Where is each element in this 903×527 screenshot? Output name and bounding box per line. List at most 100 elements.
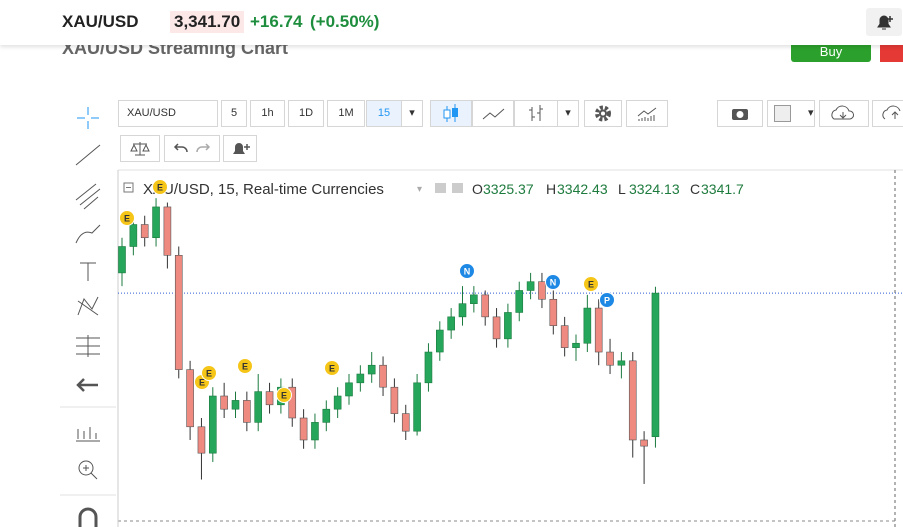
color-dropdown[interactable]: ▾ (767, 100, 815, 127)
cloud-icon (831, 105, 854, 120)
event-label: E (588, 280, 594, 290)
crosshair-tool[interactable] (77, 107, 99, 129)
event-label: P (604, 296, 610, 306)
hide-tools[interactable] (76, 378, 98, 392)
magnet-tool[interactable] (78, 507, 98, 527)
undo-redo[interactable] (164, 135, 220, 162)
event-label: E (206, 369, 212, 379)
legend-value: 3325.37 (483, 181, 534, 197)
event-label: N (550, 278, 557, 288)
legend-value: 3324.13 (629, 181, 680, 197)
candle-body (288, 386, 297, 419)
legend-value: 3341.7 (701, 181, 744, 197)
candle-body (129, 224, 138, 247)
candle-body (515, 290, 524, 313)
measure-tool[interactable] (76, 427, 100, 442)
camera-icon (732, 109, 748, 120)
header: XAU/USD 3,341.70 +16.74 (+0.50%) (0, 0, 903, 45)
line-type-button[interactable] (472, 100, 514, 127)
candle-icon (443, 104, 458, 122)
color-swatch (774, 105, 791, 122)
event-marker[interactable] (152, 179, 168, 195)
interval-dropdown[interactable]: ▾ (401, 100, 423, 127)
candle-body (504, 312, 512, 340)
settings-button[interactable] (584, 100, 622, 127)
alert-button[interactable] (866, 8, 902, 36)
candle-body (572, 342, 580, 348)
visibility-icon[interactable] (435, 183, 446, 193)
save-button[interactable] (872, 100, 903, 127)
candle-body (651, 292, 660, 438)
event-label: E (329, 364, 335, 374)
legend-key: O (472, 181, 483, 197)
interval-button[interactable]: 1M (327, 100, 365, 127)
candle-body (424, 351, 433, 384)
candle-body (628, 360, 637, 441)
fib-tool[interactable] (76, 335, 100, 357)
candle-body (549, 298, 558, 326)
indicators-icon (637, 107, 657, 121)
event-marker[interactable] (276, 387, 292, 403)
interval-button[interactable]: 5 (221, 100, 247, 127)
candle-body (152, 206, 160, 239)
pattern-tool[interactable] (77, 296, 99, 316)
candle-body (538, 281, 546, 300)
chart-type-button[interactable] (430, 100, 472, 127)
snapshot-button[interactable] (717, 100, 763, 127)
interval-button[interactable]: 1h (250, 100, 285, 127)
candle-body (470, 294, 478, 304)
candle-body (492, 316, 501, 340)
bell-icon (233, 143, 250, 154)
load-button[interactable] (819, 100, 869, 127)
candle-body (174, 255, 183, 370)
trend-tool[interactable] (75, 144, 101, 166)
candle-body (220, 395, 228, 410)
legend-key: L (618, 181, 626, 197)
event-marker[interactable] (599, 292, 615, 308)
interval-button[interactable]: 15 (366, 100, 402, 127)
candle-body (118, 246, 126, 274)
event-marker[interactable] (119, 210, 135, 226)
compare-button[interactable] (120, 135, 160, 162)
event-label: E (157, 183, 163, 193)
event-label: E (242, 362, 248, 372)
symbol-input[interactable]: XAU/USD (118, 100, 218, 127)
candle-body (379, 364, 387, 388)
brush-tool[interactable] (75, 224, 101, 244)
legend-dropdown[interactable]: ▾ (417, 184, 422, 195)
candle-body (265, 391, 274, 406)
event-marker[interactable] (459, 263, 475, 279)
undo-icon (173, 143, 211, 153)
change-percent: (+0.50%) (310, 12, 380, 31)
channel-tool[interactable] (75, 183, 101, 210)
line-icon (482, 108, 505, 120)
text-tool[interactable] (80, 262, 96, 281)
indicators-button[interactable] (626, 100, 668, 127)
candle-body (617, 360, 626, 366)
alert-tool[interactable] (223, 135, 257, 162)
symbol: XAU/USD (62, 12, 139, 31)
legend-title: XAU/USD, 15, Real-time Currencies (143, 181, 384, 198)
event-marker[interactable] (583, 276, 599, 292)
bars-dropdown[interactable]: ▾ (557, 100, 579, 127)
zoom-tool[interactable] (78, 460, 94, 476)
candle-body (401, 413, 410, 432)
change: +16.74 (250, 12, 303, 31)
candle-body (345, 382, 353, 397)
event-marker[interactable] (201, 365, 217, 381)
settings-icon[interactable] (452, 183, 463, 193)
interval-button[interactable]: 1D (288, 100, 324, 127)
candle-body (606, 351, 614, 366)
event-marker[interactable] (545, 274, 561, 290)
candle-body (560, 325, 569, 348)
candle-body (140, 224, 149, 239)
event-marker[interactable] (237, 358, 253, 374)
candle-body (311, 422, 319, 441)
candle-body (197, 426, 206, 454)
event-label: E (281, 391, 287, 401)
scale-icon (130, 142, 150, 156)
event-marker[interactable] (324, 360, 340, 376)
candle-body (481, 294, 490, 318)
candle-body (163, 206, 172, 256)
